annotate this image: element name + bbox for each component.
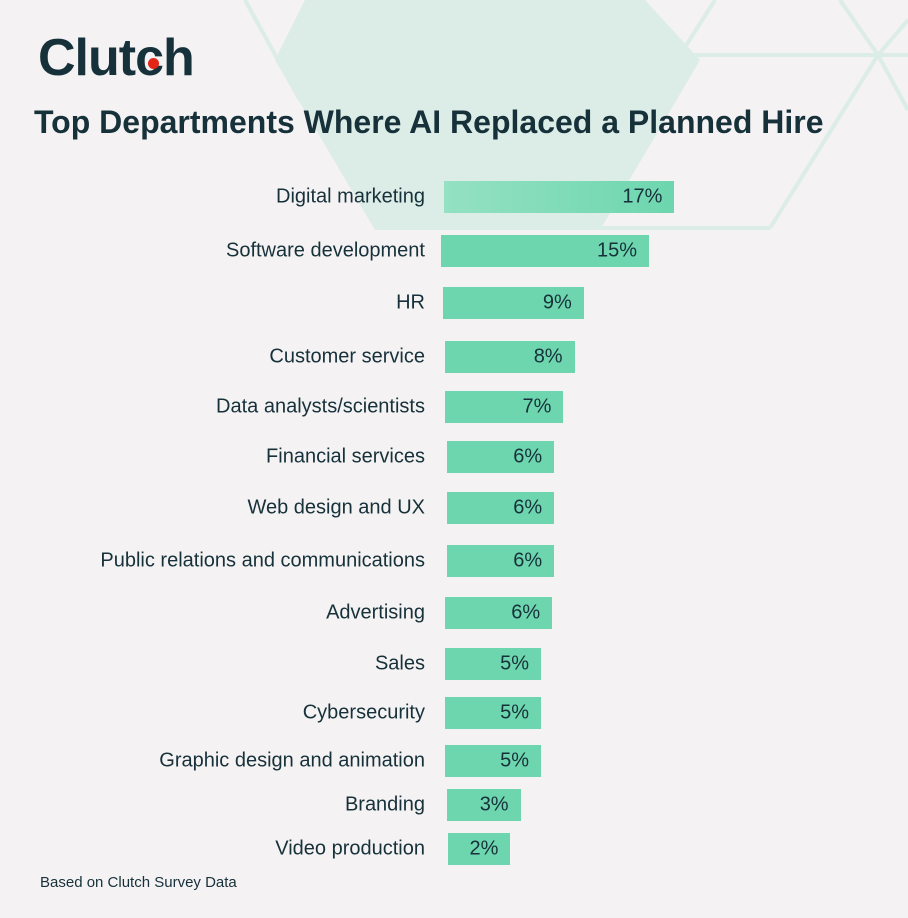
chart-title: Top Departments Where AI Replaced a Plan…	[34, 104, 824, 140]
value-label: 5%	[500, 652, 529, 675]
category-label: Advertising	[326, 601, 425, 624]
value-label: 9%	[542, 291, 572, 314]
value-label: 7%	[522, 395, 552, 418]
value-label: 5%	[500, 701, 529, 724]
category-label: Data analysts/scientists	[216, 395, 425, 418]
footer-note: Based on Clutch Survey Data	[40, 874, 237, 891]
value-label: 6%	[513, 496, 543, 519]
bar	[445, 597, 553, 629]
value-label: 3%	[479, 793, 509, 816]
category-label: Web design and UX	[247, 496, 425, 519]
bar	[447, 789, 521, 821]
category-label: Digital marketing	[276, 185, 425, 208]
category-label: Public relations and communications	[100, 549, 425, 572]
bar	[445, 648, 541, 680]
value-label: 2%	[469, 837, 499, 860]
bar	[448, 833, 511, 865]
bar	[445, 697, 541, 729]
category-label: Software development	[225, 239, 425, 262]
bar	[447, 492, 555, 524]
logo-red-dot	[148, 58, 159, 69]
bar	[445, 745, 541, 777]
value-label: 6%	[513, 445, 543, 468]
category-label: Sales	[374, 652, 425, 675]
bar	[447, 545, 555, 577]
bar	[444, 181, 675, 213]
category-label: Video production	[275, 837, 425, 860]
category-label: HR	[396, 291, 425, 314]
category-label: Cybersecurity	[302, 701, 425, 724]
value-label: 6%	[511, 601, 541, 624]
clutch-logo: Clutch	[38, 29, 195, 87]
category-label: Financial services	[266, 445, 425, 468]
category-label: Customer service	[269, 345, 425, 368]
value-label: 5%	[500, 749, 529, 772]
bar	[447, 441, 555, 473]
category-label: Branding	[344, 793, 425, 816]
bar	[443, 287, 584, 319]
bar	[441, 235, 649, 267]
category-label: Graphic design and animation	[159, 749, 425, 772]
value-label: 6%	[513, 549, 543, 572]
bar	[445, 341, 575, 373]
value-label: 8%	[533, 345, 563, 368]
value-label: 17%	[622, 185, 663, 208]
value-label: 15%	[596, 239, 637, 262]
bar	[445, 391, 564, 423]
